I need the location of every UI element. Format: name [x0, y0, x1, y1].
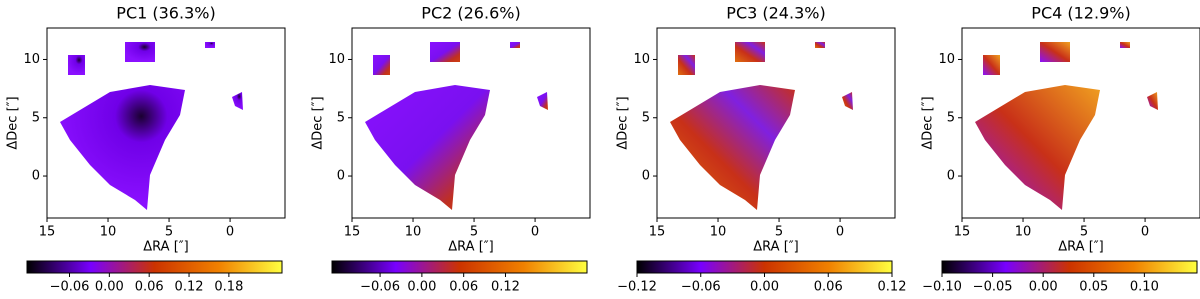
y-axis-label: ΔDec [″]	[616, 96, 631, 149]
y-tick-label: 5	[337, 110, 345, 125]
colorbar-tick-label: −0.12	[617, 280, 657, 295]
panel-title: PC2 (26.6%)	[421, 4, 520, 23]
colorbar-tick-label: −0.10	[922, 280, 962, 295]
panel-1-map	[365, 42, 548, 210]
colorbar	[331, 260, 588, 274]
axes-frame	[351, 27, 591, 219]
colorbar-tick-label: 0.00	[750, 280, 779, 295]
colorbar-tick-label: 0.00	[407, 280, 436, 295]
x-tick-label: 5	[775, 225, 783, 240]
x-tick-label: 0	[531, 225, 539, 240]
colorbar-tick-label: 0.06	[449, 280, 478, 295]
colorbar-tick-label: −0.06	[360, 280, 400, 295]
x-tick-label: 15	[954, 225, 971, 240]
y-tick-label: 5	[947, 110, 955, 125]
y-axis-label: ΔDec [″]	[921, 96, 936, 149]
axes-frame	[961, 27, 1200, 219]
colorbar-tick-label: 0.00	[95, 280, 124, 295]
y-tick-label: 5	[642, 110, 650, 125]
y-tick-label: 0	[947, 169, 955, 184]
colorbar-tick-label: 0.06	[814, 280, 843, 295]
colorbar-tick-label: 0.18	[214, 280, 243, 295]
colorbar-tick-label: −0.05	[973, 280, 1013, 295]
x-tick-label: 5	[470, 225, 478, 240]
x-tick-label: 15	[344, 225, 361, 240]
x-axis-label: ΔRA [″]	[753, 240, 798, 255]
colorbar-tick-label: 0.00	[1029, 280, 1058, 295]
y-tick-label: 0	[642, 169, 650, 184]
y-tick-label: 0	[32, 169, 40, 184]
x-axis-label: ΔRA [″]	[448, 240, 493, 255]
x-axis-label: ΔRA [″]	[143, 240, 188, 255]
panel-title: PC4 (12.9%)	[1031, 4, 1130, 23]
y-tick-label: 5	[32, 110, 40, 125]
x-tick-label: 0	[226, 225, 234, 240]
colorbar-tick-label: 0.05	[1079, 280, 1108, 295]
y-axis-label: ΔDec [″]	[311, 96, 326, 149]
y-axis-label: ΔDec [″]	[6, 96, 21, 149]
y-tick-label: 0	[337, 169, 345, 184]
colorbar-tick-label: 0.10	[1130, 280, 1159, 295]
panel-3-map	[975, 42, 1158, 210]
colorbar	[636, 260, 893, 274]
x-tick-label: 5	[165, 225, 173, 240]
colorbar-tick-label: 0.12	[175, 280, 204, 295]
panel-title: PC1 (36.3%)	[116, 4, 215, 23]
x-tick-label: 10	[405, 225, 422, 240]
x-tick-label: 10	[100, 225, 117, 240]
colorbar-tick-label: −0.06	[681, 280, 721, 295]
x-tick-label: 10	[710, 225, 727, 240]
x-tick-label: 0	[1141, 225, 1149, 240]
colorbar-tick-label: 0.06	[135, 280, 164, 295]
y-tick-label: 10	[328, 52, 345, 67]
x-tick-label: 5	[1080, 225, 1088, 240]
colorbar-tick-label: 0.12	[491, 280, 520, 295]
axes-frame	[656, 27, 896, 219]
x-tick-label: 10	[1015, 225, 1032, 240]
axes-frame	[46, 27, 286, 219]
colorbar-tick-label: −0.06	[50, 280, 90, 295]
panel-title: PC3 (24.3%)	[726, 4, 825, 23]
x-tick-label: 15	[649, 225, 666, 240]
colorbar	[26, 260, 283, 274]
x-axis-label: ΔRA [″]	[1058, 240, 1103, 255]
x-tick-label: 0	[836, 225, 844, 240]
y-tick-label: 10	[938, 52, 955, 67]
colorbar-tick-label: 0.12	[878, 280, 907, 295]
x-tick-label: 15	[39, 225, 56, 240]
y-tick-label: 10	[633, 52, 650, 67]
y-tick-label: 10	[23, 52, 40, 67]
colorbar	[941, 260, 1198, 274]
panel-2-map	[670, 42, 853, 210]
panel-0-map	[60, 42, 243, 210]
